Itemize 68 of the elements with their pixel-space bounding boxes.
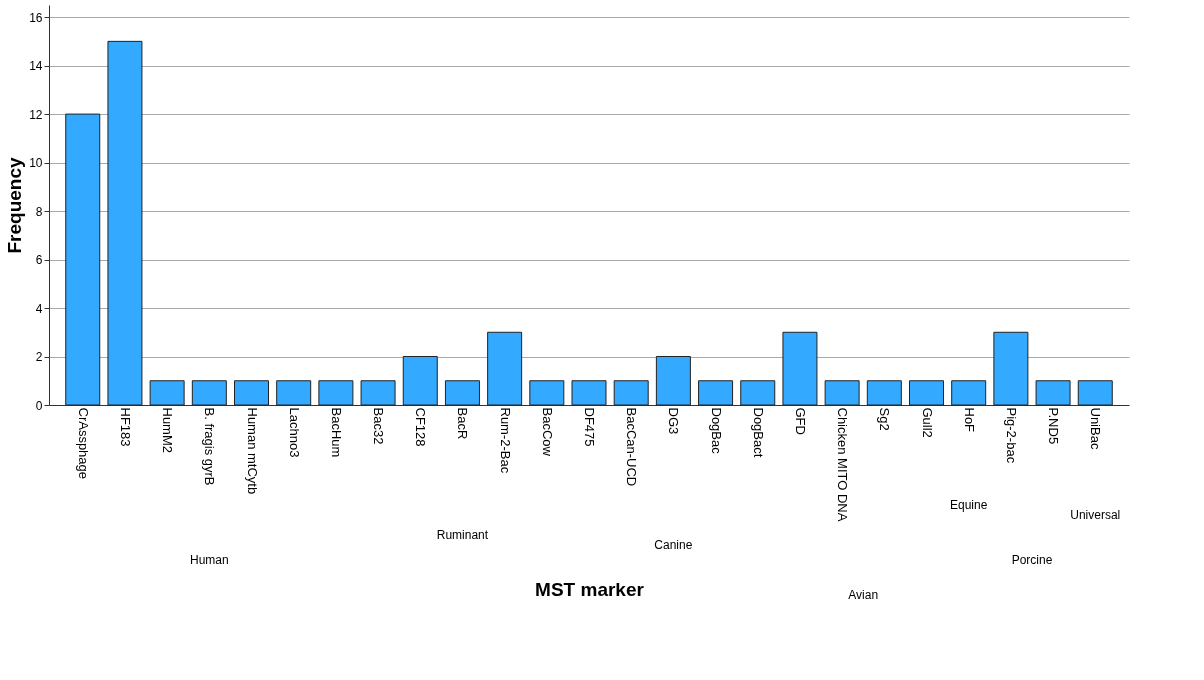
bar [571, 380, 607, 406]
y-tick-label: 12 [29, 107, 43, 122]
bar [149, 380, 185, 406]
x-tick-label: CF128 [413, 407, 429, 447]
y-tick-label: 16 [29, 10, 43, 25]
y-tick-label: 0 [35, 398, 43, 413]
bar [487, 331, 523, 406]
x-tick-label: HoF [961, 407, 977, 433]
x-tick-label: BacR [455, 407, 471, 440]
text: Human [189, 553, 229, 567]
x-tick-label: B. fragis gyrB [202, 407, 218, 486]
x-axis-title: MST marker [535, 579, 645, 601]
x-tick-label: DogBac [708, 407, 724, 455]
bar [655, 356, 691, 406]
x-tick-label: HF183 [117, 407, 133, 447]
text: Ruminant [436, 528, 489, 542]
y-tick-label: 6 [35, 253, 43, 268]
x-tick-label: DogBact [750, 407, 766, 458]
bar [107, 40, 143, 406]
bar [824, 380, 860, 406]
bar [276, 380, 312, 406]
bar [1077, 380, 1113, 406]
x-tick-label: DG3 [666, 407, 682, 435]
bar [698, 380, 734, 406]
x-tick-label: CrAssphage [75, 407, 91, 480]
y-axis-title: Frequency [4, 157, 26, 254]
bar [191, 380, 227, 406]
bar [993, 331, 1029, 406]
text: Canine [654, 538, 693, 552]
bar [909, 380, 944, 406]
x-tick-label: Chicken MITO DNA [835, 407, 851, 522]
bar [529, 380, 565, 406]
y-tick-label: 8 [35, 204, 43, 219]
y-tick-label: 2 [35, 350, 43, 365]
y-tick-label: 14 [29, 59, 43, 74]
bar [360, 380, 396, 406]
x-tick-label: Pig-2-bac [1003, 407, 1019, 464]
bar [234, 380, 269, 406]
bar [740, 380, 776, 406]
text: Porcine [1011, 553, 1053, 567]
x-tick-label: Lachno3 [286, 407, 302, 458]
bar [65, 113, 101, 406]
bar [613, 380, 649, 406]
x-tick-label: Human mtCytb [244, 407, 260, 495]
bar [951, 380, 987, 406]
x-tick-label: HumM2 [160, 407, 176, 454]
x-tick-label: Rum-2-Bac [497, 407, 513, 474]
text: Universal [1070, 508, 1121, 522]
bar [402, 356, 438, 406]
x-tick-label: BacHum [328, 407, 344, 458]
x-tick-label: UniBac [1088, 407, 1104, 450]
x-tick-label: Gull2 [919, 407, 935, 438]
x-tick-label: BacCow [539, 407, 555, 457]
y-tick-label: 10 [29, 156, 43, 171]
bar [318, 380, 354, 406]
bar [1035, 380, 1071, 406]
x-tick-label: Bac32 [371, 407, 387, 445]
x-tick-label: DF475 [582, 407, 597, 447]
bar [866, 380, 902, 406]
text: Equine [950, 498, 988, 512]
bar [782, 331, 818, 406]
x-tick-label: Sg2 [877, 407, 893, 431]
x-tick-label: P.ND5 [1046, 407, 1062, 445]
x-tick-label: BacCan-UCD [624, 407, 640, 487]
y-tick-label: 4 [35, 301, 43, 316]
x-tick-label: GFD [792, 407, 808, 435]
bar [444, 380, 480, 406]
text: Avian [848, 588, 879, 602]
